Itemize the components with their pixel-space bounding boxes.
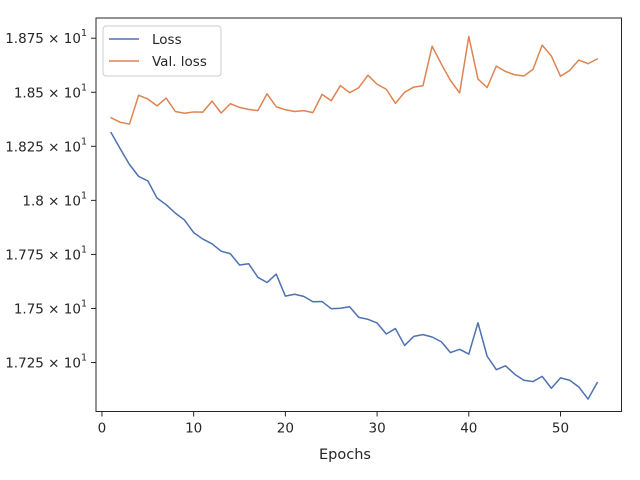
y-tick-label: 1.775 × 101 [5, 244, 87, 263]
legend: Loss Val. loss [102, 25, 222, 77]
x-tick-label: 20 [277, 421, 294, 437]
y-tick-label: 1.875 × 101 [5, 28, 87, 47]
x-axis: 0 10 20 30 40 50 [98, 411, 569, 437]
y-tick-label: 1.8 × 101 [22, 190, 87, 209]
x-axis-label: Epochs [319, 447, 371, 463]
x-tick-label: 50 [552, 421, 569, 437]
legend-label-val-loss: Val. loss [152, 54, 207, 70]
x-tick-label: 30 [368, 421, 385, 437]
y-tick-label: 1.725 × 101 [5, 353, 87, 372]
plot-area-frame [95, 17, 622, 412]
series-line-loss [110, 131, 599, 400]
x-tick-label: 10 [185, 421, 202, 437]
y-tick-label: 1.85 × 101 [14, 82, 87, 101]
y-tick-label: 1.825 × 101 [5, 136, 87, 155]
y-tick-label: 1.75 × 101 [14, 298, 87, 317]
y-axis: 1.725 × 101 1.75 × 101 1.775 × 101 1.8 × 10… [5, 28, 96, 372]
x-tick-label: 40 [460, 421, 477, 437]
x-tick-label: 0 [98, 421, 107, 437]
plot-lines [110, 35, 599, 400]
series-line-val-loss [110, 35, 599, 125]
legend-label-loss: Loss [152, 32, 182, 48]
